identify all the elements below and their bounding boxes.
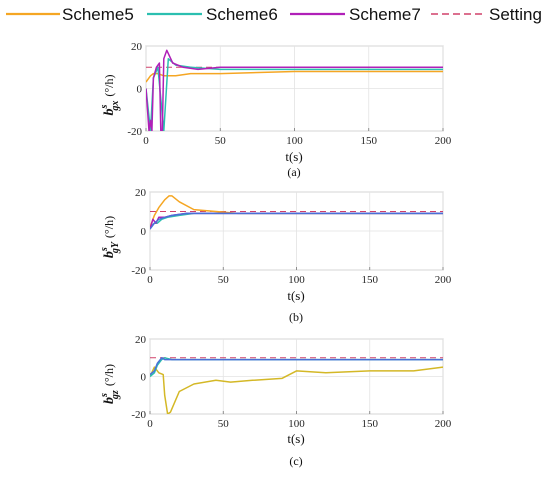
x-tick-label: 100 (288, 418, 305, 430)
y-tick-label: 0 (141, 372, 147, 384)
y-axis-label: bsgY(°/h) (99, 216, 121, 258)
legend-label-scheme7: Scheme7 (349, 5, 421, 24)
x-tick-label: 200 (435, 418, 452, 430)
x-tick-label: 0 (143, 135, 149, 147)
x-axis-label: t(s) (285, 149, 302, 164)
panel-caption: (b) (289, 310, 303, 324)
x-tick-label: 200 (435, 135, 452, 147)
x-tick-label: 200 (435, 274, 452, 286)
y-tick-label: 0 (137, 84, 143, 96)
x-tick-label: 150 (362, 274, 379, 286)
y-tick-label: -20 (131, 265, 146, 277)
series-line-scheme5 (150, 366, 443, 414)
y-tick-label: 20 (131, 41, 143, 53)
panel-caption: (c) (289, 454, 302, 468)
x-axis-label: t(s) (287, 431, 304, 446)
legend-label-scheme5: Scheme5 (62, 5, 134, 24)
y-tick-label: 20 (135, 187, 147, 199)
x-tick-label: 100 (288, 274, 305, 286)
x-axis-label: t(s) (287, 288, 304, 303)
series-line-scheme7 (146, 49, 443, 131)
x-tick-label: 0 (147, 274, 153, 286)
x-tick-label: 0 (147, 418, 153, 430)
x-tick-label: 50 (218, 274, 230, 286)
y-tick-label: -20 (127, 126, 142, 138)
x-tick-label: 50 (215, 135, 227, 147)
legend-label-setting: Setting (489, 5, 542, 24)
series-line-extra-2 (150, 357, 443, 376)
y-tick-label: 0 (141, 226, 147, 238)
x-tick-label: 150 (362, 418, 379, 430)
panel-caption: (a) (287, 165, 300, 179)
y-tick-label: 20 (135, 334, 147, 346)
y-axis-label: bsgx(°/h) (99, 74, 121, 115)
series-line-extra-3 (150, 212, 443, 230)
y-tick-label: -20 (131, 409, 146, 421)
legend-label-scheme6: Scheme6 (206, 5, 278, 24)
legend: Scheme5 Scheme6 Scheme7 Setting (6, 5, 542, 24)
x-tick-label: 50 (218, 418, 230, 430)
x-tick-label: 100 (286, 135, 303, 147)
x-tick-label: 150 (361, 135, 378, 147)
y-axis-label: bsgz(°/h) (99, 364, 121, 404)
series-line-scheme5 (146, 70, 443, 83)
